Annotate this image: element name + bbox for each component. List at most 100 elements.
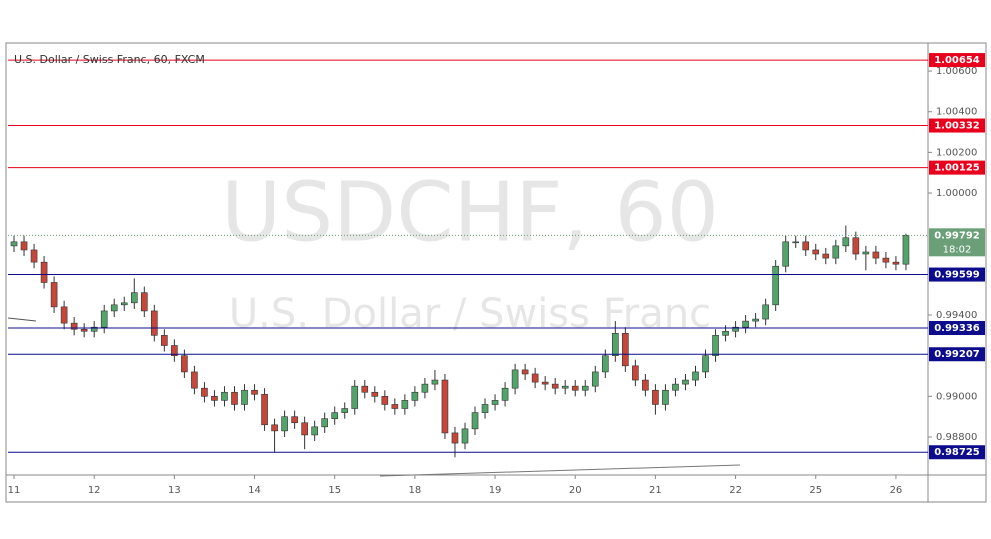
candle-body bbox=[672, 383, 679, 391]
x-tick-label: 14 bbox=[248, 485, 261, 496]
candle-body bbox=[110, 304, 118, 312]
level-tag bbox=[929, 53, 985, 68]
level-label: 0.98725 bbox=[934, 447, 980, 458]
candle-body bbox=[451, 432, 459, 444]
candle-body bbox=[541, 381, 549, 385]
candle-body bbox=[161, 335, 168, 346]
candle-body bbox=[461, 428, 469, 444]
candle-body bbox=[431, 379, 439, 385]
candle-body bbox=[551, 383, 559, 389]
level-tag bbox=[929, 321, 985, 336]
candle-body bbox=[70, 322, 78, 330]
x-tick-label: 25 bbox=[809, 485, 822, 496]
level-tag bbox=[929, 118, 985, 133]
candle-body bbox=[201, 387, 208, 397]
candle-body bbox=[622, 333, 629, 367]
candle-body bbox=[902, 235, 910, 265]
candle-body bbox=[722, 330, 729, 336]
candle-body bbox=[271, 424, 278, 432]
candle-body bbox=[712, 335, 719, 356]
y-tick-label: 0.98800 bbox=[936, 432, 977, 443]
candle-body bbox=[692, 371, 699, 381]
x-tick-label: 22 bbox=[729, 485, 742, 496]
candle-body bbox=[351, 385, 359, 409]
candle-body bbox=[812, 249, 820, 255]
candle-body bbox=[531, 373, 539, 383]
candle-body bbox=[120, 302, 128, 306]
candle-body bbox=[832, 245, 840, 259]
candle-body bbox=[291, 416, 298, 424]
candle-body bbox=[40, 261, 48, 283]
candle-body bbox=[221, 391, 228, 401]
candle-body bbox=[191, 371, 198, 389]
frame bbox=[5, 42, 987, 503]
y-tick-label: 0.99400 bbox=[936, 310, 977, 321]
y-tick-label: 1.00000 bbox=[936, 188, 977, 199]
x-tick-label: 12 bbox=[88, 485, 101, 496]
y-tick-label: 0.99000 bbox=[936, 391, 977, 402]
y-tick-label: 1.00600 bbox=[936, 66, 977, 77]
x-tick-label: 26 bbox=[890, 485, 903, 496]
candle-body bbox=[591, 371, 599, 387]
candle-body bbox=[601, 355, 609, 373]
level-label: 0.99207 bbox=[934, 349, 980, 360]
candle-body bbox=[792, 241, 800, 244]
candle-body bbox=[100, 310, 108, 328]
candle-body bbox=[612, 333, 619, 356]
candle-body bbox=[261, 393, 268, 426]
candle-body bbox=[501, 387, 509, 401]
candle-body bbox=[341, 408, 349, 413]
x-tick-label: 18 bbox=[409, 485, 422, 496]
candle-body bbox=[60, 306, 68, 324]
candle-body bbox=[852, 237, 860, 255]
candle-body bbox=[251, 389, 258, 395]
candle-body bbox=[50, 282, 58, 308]
candle-body bbox=[181, 355, 188, 373]
candle-body bbox=[471, 412, 479, 430]
level-label: 0.99599 bbox=[934, 270, 980, 281]
candle-body bbox=[742, 320, 749, 328]
candle-body bbox=[632, 365, 639, 381]
candle-body bbox=[491, 400, 499, 405]
candle-body bbox=[361, 385, 369, 393]
level-label: 1.00125 bbox=[934, 163, 980, 174]
candle-body bbox=[581, 385, 589, 391]
candle-body bbox=[140, 292, 148, 312]
candle-body bbox=[521, 369, 529, 375]
countdown: 18:02 bbox=[943, 244, 972, 255]
candle-body bbox=[862, 251, 870, 255]
x-tick-label: 21 bbox=[649, 485, 662, 496]
candle-body bbox=[732, 326, 739, 332]
last-price-tag bbox=[929, 228, 985, 257]
candle-body bbox=[822, 253, 830, 259]
x-tick-label: 13 bbox=[168, 485, 181, 496]
candle-body bbox=[872, 251, 880, 259]
trend-line bbox=[7, 317, 37, 322]
level-tag bbox=[929, 160, 985, 175]
candle-body bbox=[10, 241, 18, 247]
candle-body bbox=[762, 304, 769, 320]
last-price-label: 0.99792 bbox=[934, 230, 980, 241]
candle-body bbox=[231, 391, 238, 405]
candle-body bbox=[561, 385, 569, 389]
candle-body bbox=[782, 241, 789, 267]
candle-body bbox=[80, 328, 88, 332]
chart-title: U.S. Dollar / Swiss Franc, 60, FXCM bbox=[14, 53, 205, 66]
candle-body bbox=[772, 265, 779, 306]
candle-body bbox=[702, 355, 709, 373]
level-tag bbox=[929, 445, 985, 460]
candle-body bbox=[421, 383, 429, 393]
x-tick-label: 11 bbox=[8, 485, 21, 496]
x-tick-label: 15 bbox=[328, 485, 341, 496]
candle-body bbox=[30, 249, 38, 263]
level-label: 1.00654 bbox=[934, 55, 980, 66]
candle-body bbox=[682, 379, 689, 385]
candle-body bbox=[321, 418, 328, 428]
candle-body bbox=[842, 237, 850, 247]
level-label: 0.99336 bbox=[934, 323, 980, 334]
candle-body bbox=[802, 241, 810, 251]
candle-body bbox=[381, 396, 389, 405]
candle-body bbox=[281, 416, 288, 432]
candle-body bbox=[130, 292, 138, 304]
